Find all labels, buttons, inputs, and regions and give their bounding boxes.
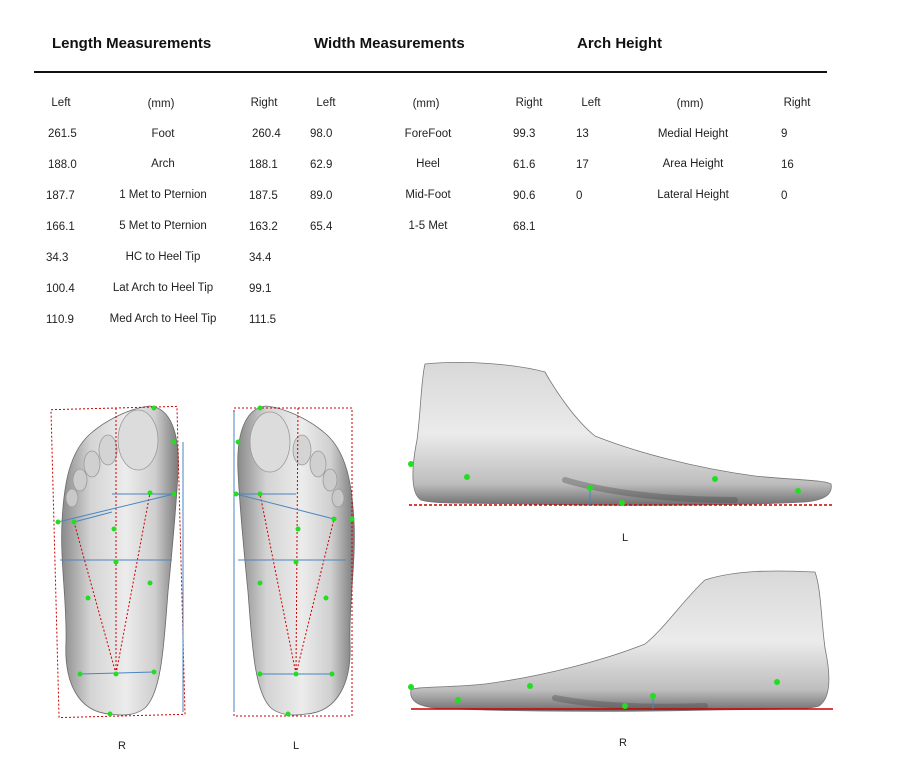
side-left-foot-outline — [412, 362, 832, 506]
arch-row-medial-right: 9 — [781, 128, 788, 140]
width-row-15met-left: 65.4 — [310, 221, 333, 233]
length-row-arch-left: 188.0 — [48, 159, 77, 171]
length-row-foot-label: Foot — [151, 128, 175, 140]
length-row-foot-left: 261.5 — [48, 128, 77, 140]
length-row-medarch-right: 111.5 — [249, 314, 277, 326]
length-row-arch-label: Arch — [151, 158, 175, 170]
header-divider — [34, 71, 827, 73]
plantar-right-foot-outline — [61, 405, 179, 716]
width-measurements-header: Width Measurements — [314, 35, 465, 52]
length-row-latarch-right: 99.1 — [249, 283, 272, 295]
plantar-left-markers — [233, 405, 355, 717]
plantar-right-foot-figure — [50, 405, 186, 719]
side-right-label: R — [619, 737, 627, 749]
width-row-heel-left: 62.9 — [310, 159, 333, 171]
arch-row-lateral-label: Lateral Height — [657, 189, 729, 201]
width-row-forefoot-left: 98.0 — [310, 128, 333, 140]
width-row-midfoot-label: Mid-Foot — [405, 189, 451, 201]
length-row-1met-right: 187.5 — [249, 190, 278, 202]
arch-height-header: Arch Height — [577, 35, 663, 52]
length-row-hc-left: 34.3 — [46, 252, 69, 264]
side-left-foot-figure — [408, 362, 833, 506]
side-right-markers — [408, 679, 780, 709]
length-measurements-header: Length Measurements — [52, 35, 212, 52]
arch-row-medial-label: Medial Height — [657, 128, 729, 140]
width-row-forefoot-label: ForeFoot — [404, 128, 452, 140]
width-row-15met-label: 1-5 Met — [408, 220, 448, 232]
side-right-foot-figure — [408, 570, 833, 712]
arch-col-right: Right — [783, 97, 811, 109]
side-right-foot-outline — [410, 570, 830, 712]
arch-row-lateral-right: 0 — [781, 190, 788, 202]
width-row-15met-right: 68.1 — [513, 221, 536, 233]
length-row-latarch-left: 100.4 — [46, 283, 75, 295]
length-row-medarch-label: Med Arch to Heel Tip — [109, 313, 217, 325]
length-row-medarch-left: 110.9 — [46, 314, 74, 326]
width-row-midfoot-right: 90.6 — [513, 190, 536, 202]
length-row-hc-right: 34.4 — [249, 252, 272, 264]
plantar-right-markers — [55, 405, 177, 717]
plantar-right-label: R — [118, 740, 126, 752]
plantar-left-foot-figure — [233, 405, 355, 717]
width-row-midfoot-left: 89.0 — [310, 190, 333, 202]
length-col-left: Left — [51, 97, 71, 109]
length-row-1met-left: 187.7 — [46, 190, 75, 202]
side-left-label: L — [621, 532, 629, 544]
width-col-right: Right — [515, 97, 543, 109]
length-row-5met-left: 166.1 — [46, 221, 75, 233]
length-row-5met-right: 163.2 — [249, 221, 278, 233]
length-row-5met-label: 5 Met to Pternion — [119, 220, 207, 232]
length-row-latarch-label: Lat Arch to Heel Tip — [112, 282, 214, 294]
length-row-foot-right: 260.4 — [252, 128, 281, 140]
width-row-heel-right: 61.6 — [513, 159, 536, 171]
length-row-hc-label: HC to Heel Tip — [125, 251, 201, 263]
arch-row-area-left: 17 — [576, 159, 589, 171]
length-row-arch-right: 188.1 — [249, 159, 278, 171]
width-row-heel-label: Heel — [416, 158, 440, 170]
arch-col-left: Left — [581, 97, 601, 109]
side-left-markers — [408, 461, 801, 506]
width-row-forefoot-right: 99.3 — [513, 128, 536, 140]
arch-row-area-label: Area Height — [662, 158, 724, 170]
length-col-right: Right — [250, 97, 278, 109]
length-col-unit: (mm) — [147, 98, 175, 110]
arch-row-lateral-left: 0 — [576, 190, 583, 202]
arch-col-unit: (mm) — [676, 98, 704, 110]
arch-row-area-right: 16 — [781, 159, 794, 171]
plantar-left-label: L — [292, 740, 300, 752]
width-col-left: Left — [316, 97, 336, 109]
width-col-unit: (mm) — [412, 98, 440, 110]
arch-row-medial-left: 13 — [576, 128, 589, 140]
length-row-1met-label: 1 Met to Pternion — [119, 189, 207, 201]
